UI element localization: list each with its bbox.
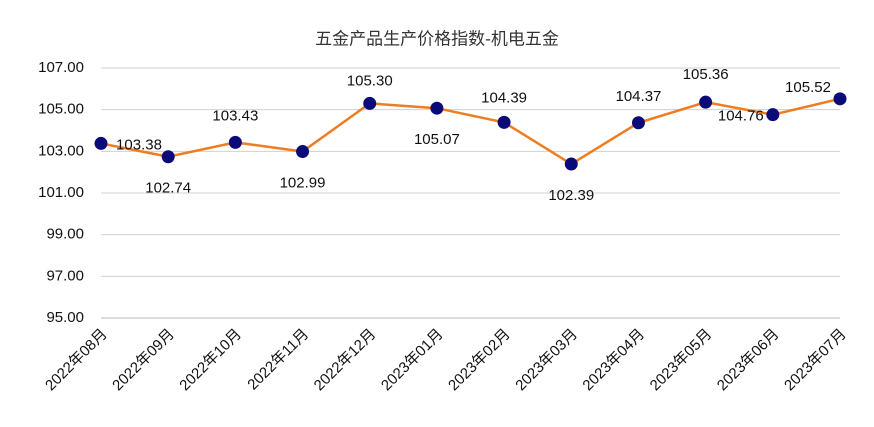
point xyxy=(228,135,242,149)
x-tick-label: 2022年09月 xyxy=(109,326,178,395)
data-label: 105.52 xyxy=(785,79,831,96)
point xyxy=(430,101,444,115)
y-tick-label: 107.00 xyxy=(38,59,84,76)
y-tick-label: 101.00 xyxy=(38,184,84,201)
x-tick-label: 2022年12月 xyxy=(311,326,380,395)
chart-title: 五金产品生产价格指数-机电五金 xyxy=(315,30,559,50)
x-tick-label: 2023年04月 xyxy=(579,326,648,395)
point xyxy=(363,96,377,110)
data-label: 103.43 xyxy=(212,107,258,124)
x-tick-label: 2022年08月 xyxy=(42,326,111,395)
y-tick-label: 95.00 xyxy=(46,309,84,326)
point xyxy=(497,115,511,129)
point xyxy=(296,145,310,159)
data-label: 105.07 xyxy=(414,131,460,148)
x-tick-label: 2023年07月 xyxy=(781,326,850,395)
data-label: 105.36 xyxy=(683,66,729,83)
point xyxy=(94,136,108,150)
data-label: 104.39 xyxy=(481,89,527,106)
y-tick-label: 97.00 xyxy=(46,267,84,284)
data-label: 104.37 xyxy=(616,88,662,105)
data-label: 103.38 xyxy=(116,136,162,153)
point xyxy=(833,92,847,106)
x-tick-label: 2022年10月 xyxy=(176,326,245,395)
x-tick-label: 2023年03月 xyxy=(512,326,581,395)
data-label: 102.74 xyxy=(145,180,191,197)
x-tick-label: 2023年01月 xyxy=(378,326,447,395)
point xyxy=(564,157,578,171)
series-line xyxy=(100,97,841,166)
data-label: 102.39 xyxy=(548,187,594,204)
x-tick-label: 2023年05月 xyxy=(647,326,716,395)
point xyxy=(766,108,780,122)
y-tick-label: 99.00 xyxy=(46,226,84,243)
point xyxy=(631,116,645,130)
y-tick-label: 103.00 xyxy=(38,142,84,159)
point xyxy=(699,95,713,109)
y-tick-label: 105.00 xyxy=(38,101,84,118)
data-label: 104.76 xyxy=(718,108,764,125)
data-label: 105.30 xyxy=(347,72,393,89)
point xyxy=(161,150,175,164)
x-tick-label: 2023年06月 xyxy=(714,326,783,395)
x-tick-label: 2023年02月 xyxy=(445,326,514,395)
data-label: 102.99 xyxy=(280,175,326,192)
x-tick-label: 2022年11月 xyxy=(244,326,312,394)
